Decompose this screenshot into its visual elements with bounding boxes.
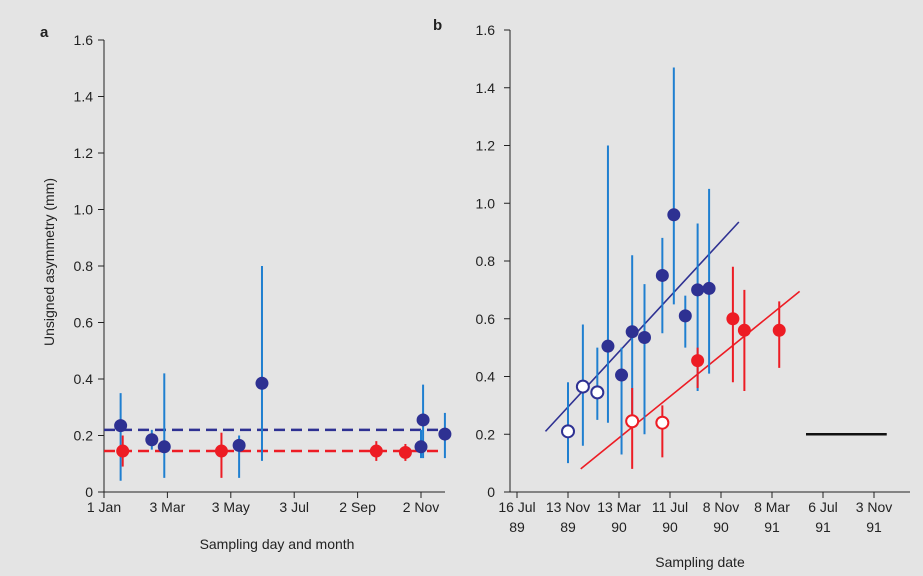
panel-b-red-data-point	[772, 323, 786, 337]
panel-a-x-axis-title: Sampling day and month	[200, 536, 355, 552]
panel-a-y-tick-label: 1.0	[74, 202, 94, 218]
panel-b-x-tick-label: 11 Jul	[652, 499, 688, 515]
panel-a-blue-data-point	[255, 376, 269, 390]
panel-b-red-data-point	[691, 354, 705, 368]
panel-b: b Sampling date 0 0.2 0.4 0.6 0.8 1.0 1.2 1.4 1.…	[433, 17, 910, 570]
panel-b-blue-data-point	[625, 325, 639, 339]
panel-a-y-tick-label: 0	[85, 484, 93, 500]
panel-a-y-tick-label: 1.6	[74, 32, 94, 48]
panel-a-blue-data-point	[438, 427, 452, 441]
panel-b-label: b	[433, 17, 442, 34]
panel-b-y-tick-label: 1.6	[476, 22, 496, 38]
panel-b-y-tick-label: 0.2	[476, 426, 496, 442]
panel-b-x-tick-label: 8 Mar	[754, 499, 790, 515]
panel-a-y-tick-label: 0.4	[74, 371, 94, 387]
panel-b-x-tick-label: 90	[662, 519, 678, 535]
panel-b-y-tick-label: 1.2	[476, 138, 496, 154]
panel-b-blue-trend-line	[544, 221, 740, 432]
panel-b-x-tick-label: 89	[509, 519, 525, 535]
panel-a-x-tick-label: 3 Jul	[279, 499, 309, 515]
panel-b-blue-data-point	[702, 281, 716, 295]
panel-b-blue-data-point	[655, 268, 669, 282]
panel-a-x-tick-label: 1 Jan	[87, 499, 121, 515]
panel-a-y-tick-label: 0.8	[74, 258, 94, 274]
panel-a-blue-data-point	[414, 440, 428, 454]
panel-b-x-tick-label: 13 Mar	[597, 499, 641, 515]
panel-a-red-data-point	[214, 444, 228, 458]
panel-b-red-trend-line	[580, 290, 801, 470]
panel-b-y-tick-label: 0	[487, 484, 495, 500]
panel-b-red-data-point	[655, 415, 670, 430]
panel-b-y-tick-label: 0.6	[476, 311, 496, 327]
panel-b-x-tick-label: 90	[611, 519, 627, 535]
panel-b-x-tick-label: 91	[764, 519, 780, 535]
panel-b-blue-data-point	[615, 368, 629, 382]
panel-b-x-tick-label: 3 Nov	[856, 499, 893, 515]
panel-b-x-tick-label: 90	[713, 519, 729, 535]
panel-b-blue-data-point	[575, 379, 590, 394]
panel-b-blue-data-point	[678, 309, 692, 323]
panel-a-red-data-point	[369, 444, 383, 458]
panel-a-x-tick-label: 2 Sep	[339, 499, 376, 515]
panel-b-x-axis-title: Sampling date	[655, 554, 745, 570]
panel-a-x-tick-label: 3 Mar	[150, 499, 186, 515]
panel-b-x-tick-label: 89	[560, 519, 576, 535]
panel-b-blue-data-point	[667, 208, 681, 222]
panel-b-blue-data-point	[590, 385, 605, 400]
panel-a-blue-data-point	[145, 433, 159, 447]
panel-a-y-tick-label: 0.6	[74, 315, 94, 331]
panel-b-red-data-point	[726, 312, 740, 326]
panel-a-blue-data-point	[157, 440, 171, 454]
panel-a-blue-data-point	[416, 413, 430, 427]
panel-b-y-tick-label: 0.4	[476, 369, 496, 385]
panel-a-y-tick-label: 1.2	[74, 145, 94, 161]
panel-b-red-data-point	[737, 323, 751, 337]
panel-a-y-tick-label: 0.2	[74, 428, 94, 444]
panel-b-red-data-point	[625, 414, 640, 429]
panel-b-x-tick-label: 16 Jul	[498, 499, 535, 515]
panel-a-red-data-point	[398, 445, 412, 459]
panel-a-blue-data-point	[232, 438, 246, 452]
panel-b-blue-data-point	[638, 331, 651, 345]
panel-a-label: a	[40, 24, 49, 41]
panel-b-x-tick-label: 8 Nov	[703, 499, 740, 515]
panel-b-marks	[544, 67, 887, 470]
panel-a-axes: 0 0.2 0.4 0.6 0.8 1.0 1.2 1.4 1.6 1 Jan 3 Mar 3 May…	[74, 32, 445, 515]
panel-a-y-axis-title: Unsigned asymmetry (mm)	[41, 178, 57, 346]
panel-a-x-tick-label: 3 May	[212, 499, 250, 515]
panel-b-y-tick-label: 1.4	[476, 80, 496, 96]
panel-b-blue-data-point	[561, 424, 575, 439]
panel-a-x-tick-label: 2 Nov	[403, 499, 440, 515]
panel-b-y-tick-label: 0.8	[476, 253, 496, 269]
panel-a-y-tick-label: 1.4	[74, 89, 94, 105]
panel-b-x-tick-label: 91	[815, 519, 831, 535]
panel-b-x-tick-label: 13 Nov	[546, 499, 590, 515]
panel-b-blue-data-point	[691, 283, 705, 297]
panel-a-blue-data-point	[114, 419, 128, 433]
panel-a-marks	[104, 266, 452, 481]
panel-b-x-tick-label: 6 Jul	[808, 499, 838, 515]
panel-a: a Unsigned asymmetry (mm) Sampling day a…	[40, 24, 452, 552]
panel-a-red-data-point	[116, 444, 130, 458]
panel-b-x-tick-label: 91	[866, 519, 882, 535]
panel-b-axes: 0 0.2 0.4 0.6 0.8 1.0 1.2 1.4 1.6 16 Jul 89 13 Nov 8…	[476, 22, 910, 535]
panel-b-blue-data-point	[601, 339, 615, 353]
panel-b-y-tick-label: 1.0	[476, 195, 496, 211]
